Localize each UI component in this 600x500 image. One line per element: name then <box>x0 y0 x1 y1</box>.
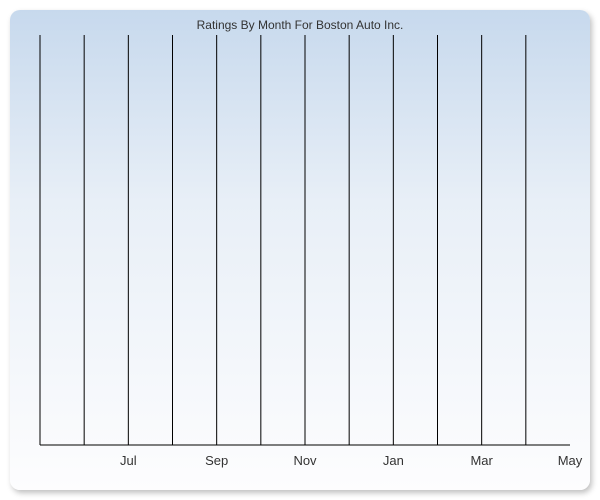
chart-panel: Ratings By Month For Boston Auto Inc. Ju… <box>10 10 590 490</box>
x-tick-label: Jul <box>120 453 137 468</box>
chart-plot-area: JulSepNovJanMarMay <box>40 35 570 445</box>
x-tick-label: Mar <box>470 453 493 468</box>
x-tick-label: Nov <box>293 453 317 468</box>
chart-title: Ratings By Month For Boston Auto Inc. <box>10 18 590 32</box>
x-tick-label: May <box>558 453 583 468</box>
x-tick-label: Sep <box>205 453 228 468</box>
x-tick-label: Jan <box>383 453 404 468</box>
